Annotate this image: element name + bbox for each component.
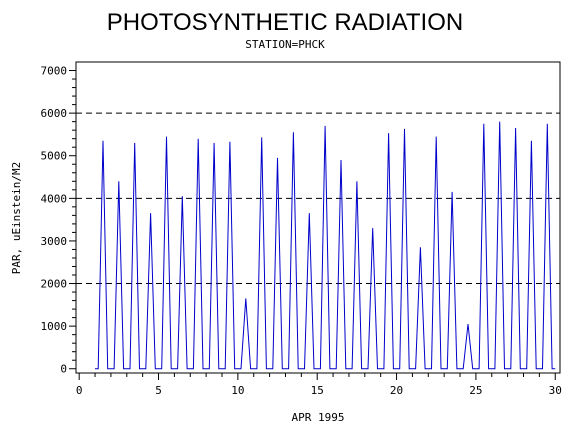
y-axis: 0 1000 2000 3000 4000 5000 6000 7000 — [41, 65, 76, 376]
x-tick-label: 25 — [469, 384, 482, 397]
y-axis-label: PAR, uEinstein/M2 — [10, 162, 23, 275]
x-axis-label: APR 1995 — [292, 411, 345, 424]
x-tick-label: 15 — [311, 384, 324, 397]
x-axis: 0 5 10 15 20 25 30 — [76, 373, 562, 397]
x-tick-label: 5 — [155, 384, 162, 397]
y-tick-label: 3000 — [41, 235, 68, 248]
par-series-line — [95, 121, 556, 370]
y-tick-label: 2000 — [41, 278, 68, 291]
y-tick-label: 7000 — [41, 65, 68, 78]
chart-title: PHOTOSYNTHETIC RADIATION — [107, 9, 463, 36]
chart-subtitle: STATION=PHCK — [245, 38, 325, 51]
x-tick-label: 10 — [231, 384, 244, 397]
x-tick-label: 20 — [390, 384, 403, 397]
y-tick-label: 0 — [60, 363, 67, 376]
y-tick-label: 6000 — [41, 107, 68, 120]
x-tick-label: 30 — [549, 384, 562, 397]
y-tick-label: 1000 — [41, 320, 68, 333]
y-tick-label: 4000 — [41, 192, 68, 205]
reference-lines — [76, 112, 560, 285]
plot-area-frame — [75, 61, 561, 374]
x-tick-label: 0 — [76, 384, 83, 397]
y-tick-label: 5000 — [41, 150, 68, 163]
